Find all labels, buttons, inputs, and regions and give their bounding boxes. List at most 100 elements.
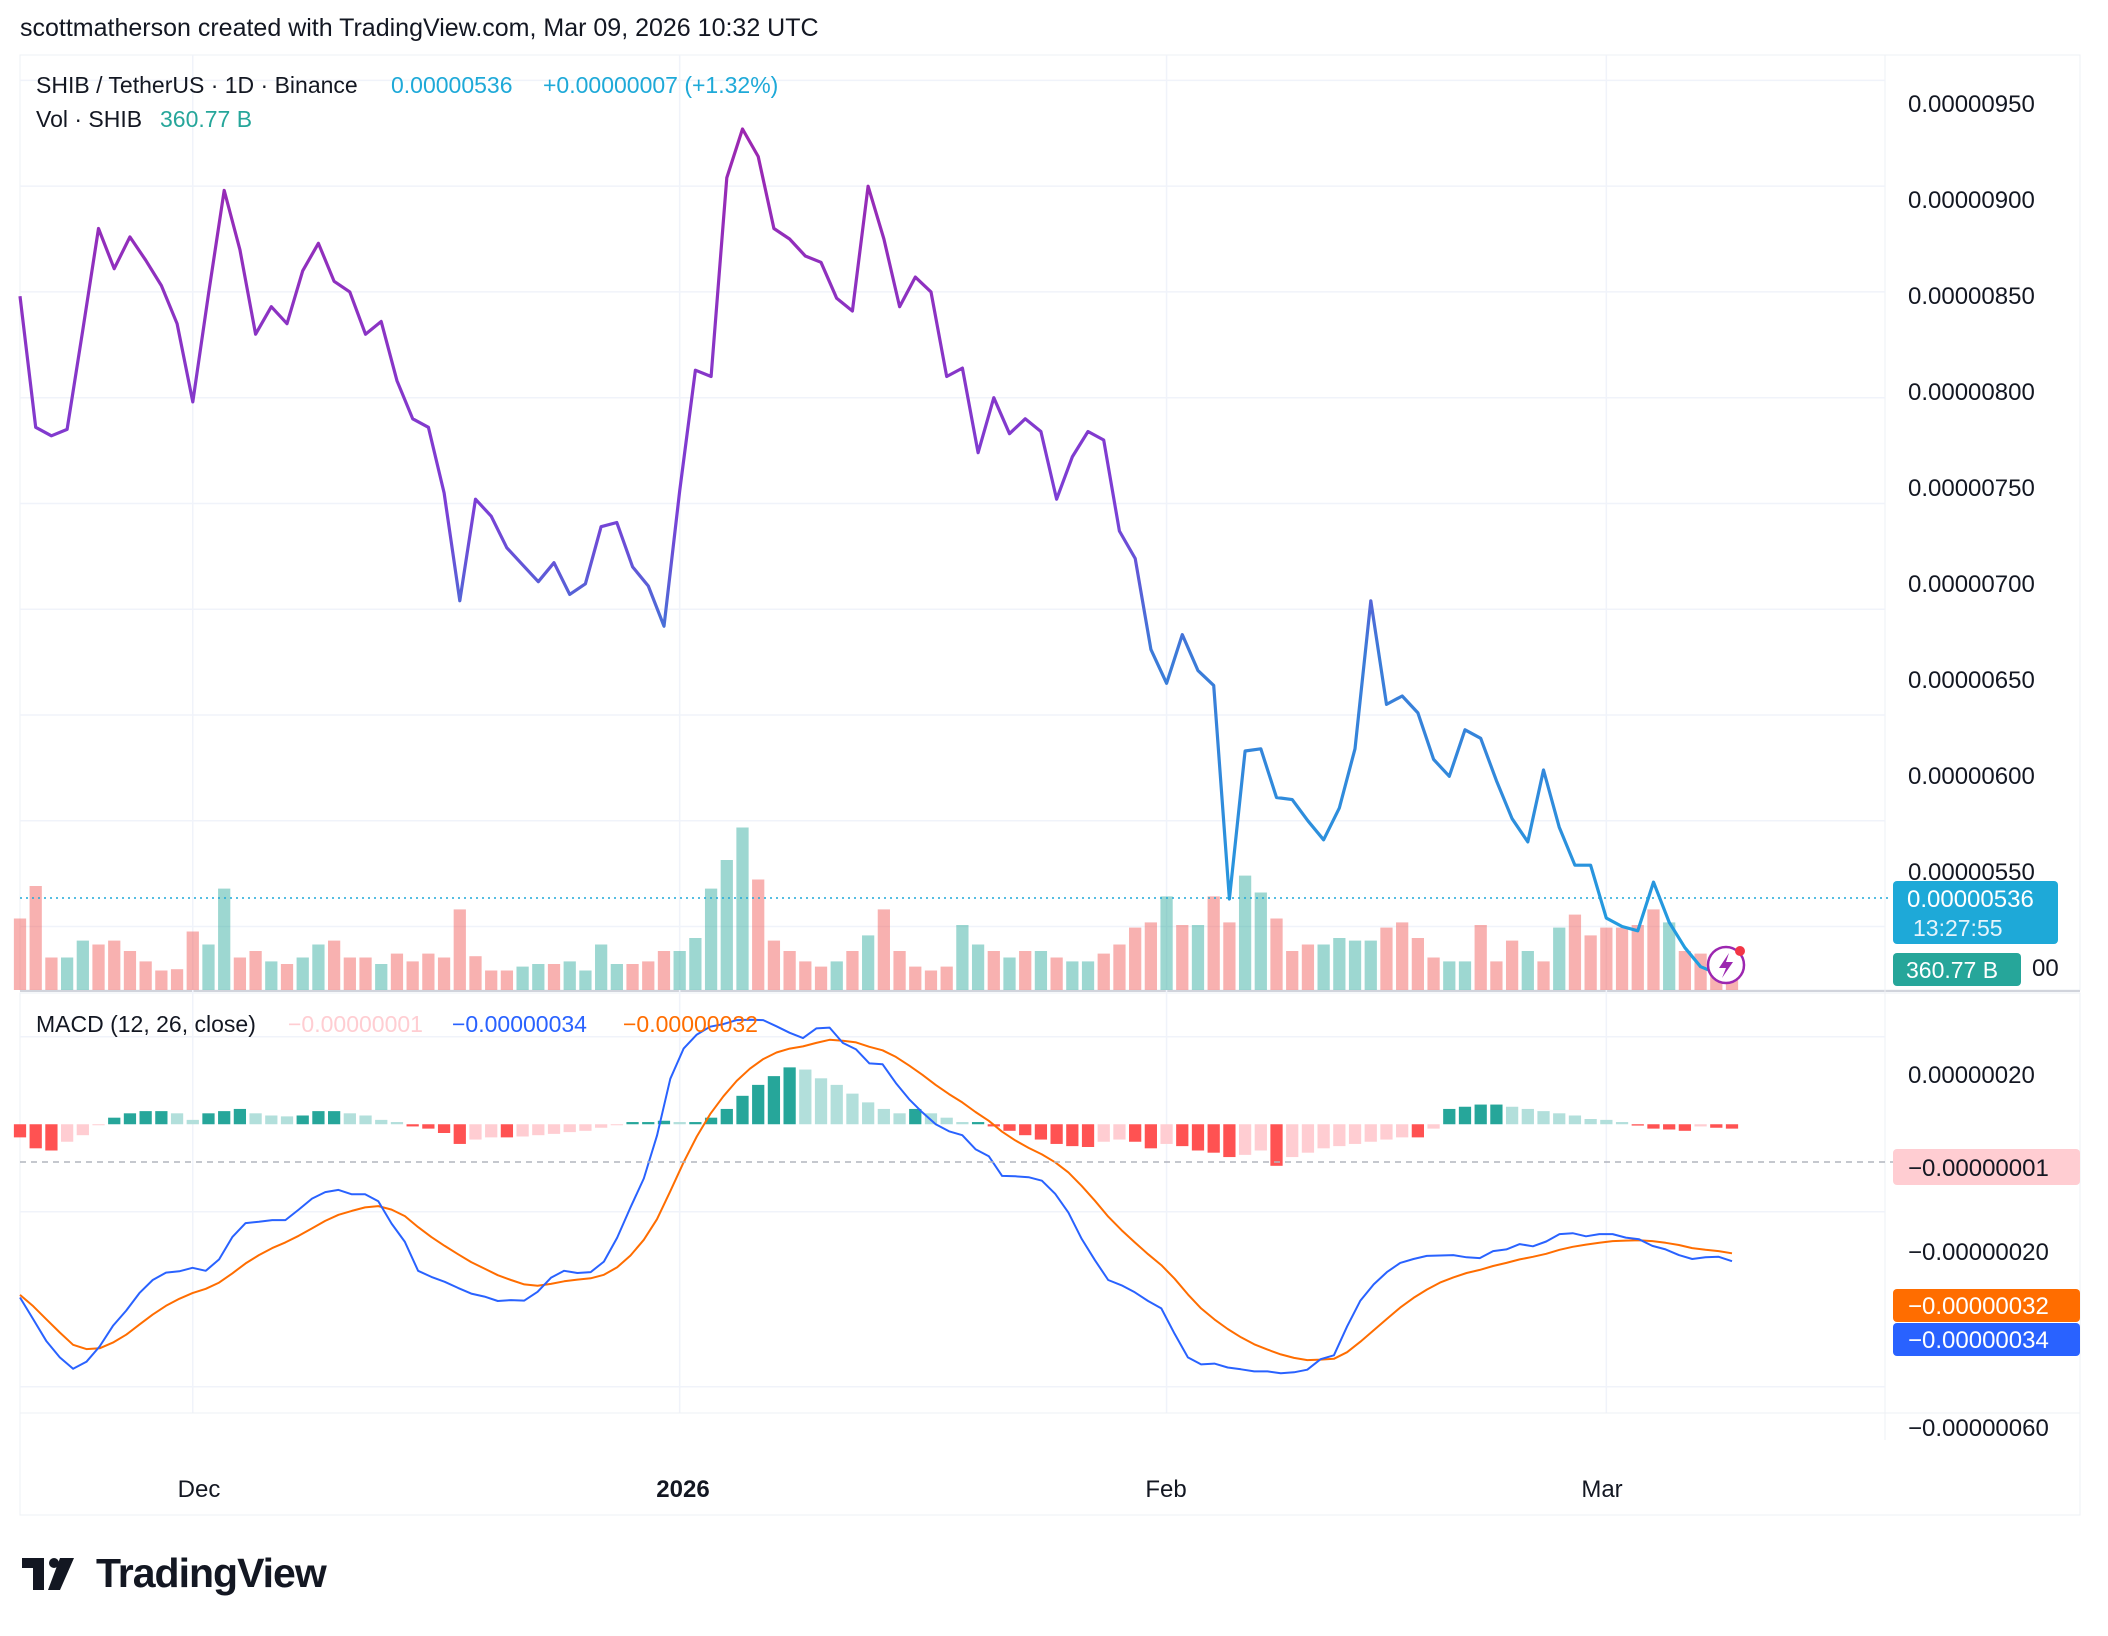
histogram-bar — [406, 1124, 419, 1127]
volume-bar — [909, 966, 922, 990]
histogram-bar — [1474, 1104, 1487, 1125]
volume-bar — [1537, 961, 1550, 990]
histogram-bar — [1003, 1124, 1016, 1131]
histogram-bar — [280, 1116, 294, 1125]
volume-bar — [1081, 961, 1095, 990]
volume-bar — [1129, 927, 1142, 990]
volume-bar — [1034, 951, 1048, 990]
macd-signal-line — [19, 1038, 1733, 1362]
histogram-bar — [1223, 1124, 1236, 1158]
histogram-bar — [1317, 1124, 1330, 1149]
countdown-timer: 13:27:55 — [1913, 915, 2003, 941]
histogram-bar — [642, 1122, 655, 1125]
volume-bar — [1615, 927, 1629, 990]
volume-bar — [1490, 961, 1503, 990]
volume-bar — [1254, 892, 1267, 990]
macd-legend-macd: −0.00000034 — [452, 1011, 587, 1037]
histogram-bar — [485, 1124, 498, 1138]
macd-hist-badge[interactable] — [1893, 1149, 2080, 1185]
histogram-bar — [595, 1124, 608, 1128]
macd-axis[interactable]: 0.00000020 −0.00000020 −0.00000060 — [1908, 1062, 2049, 1442]
macd-legend-histogram: −0.00000001 — [288, 1011, 423, 1037]
histogram-bar — [767, 1076, 781, 1125]
macd-line-badge[interactable] — [1893, 1323, 2080, 1356]
price-tick: 0.00000800 — [1908, 379, 2035, 406]
volume-bar — [123, 951, 137, 990]
volume-bar — [563, 961, 576, 990]
histogram-bar — [1019, 1124, 1032, 1136]
histogram-bar — [1631, 1124, 1644, 1126]
main-pane[interactable] — [19, 54, 2081, 991]
volume-bar — [218, 888, 231, 990]
volume-bar — [1160, 896, 1173, 990]
price-tick: 0.00000700 — [1908, 571, 2035, 598]
volume-bar — [1270, 918, 1283, 990]
volume-bar — [343, 957, 356, 990]
volume-bar — [1443, 961, 1456, 990]
time-label-mar: Mar — [1581, 1476, 1622, 1503]
histogram-bar — [328, 1111, 341, 1125]
macd-signal-badge[interactable] — [1893, 1289, 2080, 1322]
lightning-icon[interactable] — [1706, 945, 1746, 985]
tradingview-logo[interactable]: TradingView — [22, 1550, 327, 1597]
volume-bar — [296, 957, 309, 990]
volume-bar — [29, 886, 42, 990]
volume-bar — [1568, 914, 1582, 990]
histogram-bar — [862, 1102, 875, 1125]
volume-bar — [767, 940, 781, 990]
tradingview-logo-icon — [22, 1557, 74, 1590]
histogram-bar — [752, 1084, 765, 1125]
histogram-bar — [1129, 1124, 1142, 1142]
histogram-bar — [1034, 1124, 1048, 1140]
histogram-bar — [1348, 1124, 1362, 1144]
histogram-bar — [532, 1124, 545, 1136]
macd-legend-label[interactable]: MACD (12, 26, close) — [36, 1011, 256, 1037]
histogram-bar — [971, 1122, 985, 1125]
volume-bar — [312, 944, 325, 990]
volume-bar — [877, 909, 890, 990]
histogram-bar — [736, 1095, 749, 1125]
volume-bar — [1521, 951, 1534, 990]
histogram-bar — [170, 1113, 184, 1125]
volume-bar — [155, 970, 168, 990]
histogram-bar — [1113, 1124, 1126, 1140]
histogram-bar — [1647, 1124, 1660, 1129]
histogram-bar — [1584, 1119, 1597, 1125]
price-series-line — [18, 127, 1734, 975]
histogram-bar — [1238, 1124, 1252, 1155]
symbol-title[interactable]: SHIB / TetherUS · 1D · Binance — [36, 72, 358, 98]
histogram-bar — [1270, 1124, 1283, 1166]
macd-histogram — [13, 1067, 1739, 1166]
volume-bar — [704, 888, 718, 990]
histogram-bar — [139, 1111, 152, 1125]
price-tick: 0.00000850 — [1908, 283, 2035, 310]
histogram-bar — [579, 1124, 592, 1131]
histogram-bar — [830, 1084, 843, 1125]
volume-bar — [924, 970, 938, 990]
histogram-bar — [1160, 1124, 1173, 1144]
volume-bar — [752, 879, 765, 990]
volume-bar — [1427, 957, 1440, 990]
volume-bar — [500, 970, 514, 990]
time-label-feb: Feb — [1145, 1476, 1186, 1503]
histogram-bar — [13, 1124, 27, 1138]
volume-bar — [1505, 940, 1519, 990]
last-price-badge[interactable] — [1893, 881, 2058, 944]
macd-hist-badge-text: −0.00000001 — [1908, 1155, 2049, 1182]
volume-bar — [485, 970, 498, 990]
price-change-value: +0.00000007 (+1.32%) — [543, 72, 778, 98]
histogram-bar — [673, 1122, 686, 1125]
histogram-bar — [1380, 1124, 1393, 1140]
histogram-bar — [783, 1067, 796, 1125]
histogram-bar — [1553, 1113, 1566, 1125]
macd-pane[interactable] — [19, 992, 2081, 1414]
histogram-bar — [720, 1108, 733, 1125]
histogram-bar — [909, 1108, 922, 1125]
histogram-bar — [1490, 1104, 1503, 1125]
time-axis[interactable]: Dec 2026 Feb Mar — [178, 1476, 1623, 1503]
histogram-bar — [218, 1111, 231, 1125]
volume-badge[interactable] — [1893, 953, 2021, 986]
volume-bar — [1113, 944, 1126, 990]
volume-legend-label[interactable]: Vol · SHIB — [36, 106, 142, 132]
